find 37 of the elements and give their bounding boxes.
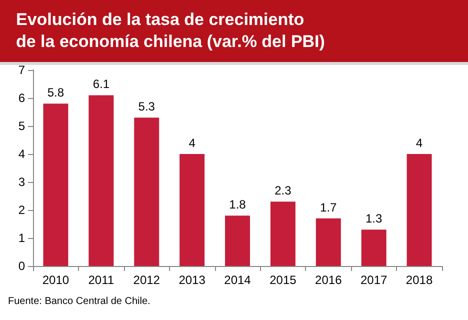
data-label: 4 — [188, 136, 196, 150]
x-tick-label: 2011 — [88, 273, 114, 287]
data-label: 5.8 — [47, 86, 64, 100]
bar — [270, 202, 296, 266]
data-label: 2.3 — [274, 184, 292, 198]
bar — [134, 118, 160, 266]
x-tick-label: 2016 — [315, 273, 342, 287]
x-tick-label: 2017 — [360, 273, 388, 287]
x-tick-label: 2014 — [224, 273, 252, 287]
bar — [180, 154, 205, 266]
bar — [316, 218, 341, 266]
x-tick-label: 2015 — [270, 273, 297, 287]
data-label: 1.7 — [320, 200, 338, 214]
y-tick-label: 1 — [18, 231, 26, 245]
y-tick-label: 2 — [18, 203, 26, 217]
chart-title: Evolución de la tasa de crecimiento de la economía chilena (var.% del PBI) — [16, 9, 326, 53]
y-tick-label: 7 — [18, 63, 26, 77]
y-tick-label: 3 — [18, 175, 26, 189]
data-label: 4 — [416, 136, 423, 150]
source-note: Fuente: Banco Central de Chile. — [8, 296, 150, 307]
bar — [43, 104, 68, 266]
y-tick-label: 0 — [18, 259, 26, 273]
data-label: 6.1 — [92, 77, 110, 92]
y-tick-label: 4 — [18, 147, 26, 161]
y-tick-label: 5 — [18, 119, 26, 133]
bar — [88, 95, 114, 266]
data-label: 1.8 — [229, 198, 246, 212]
data-label: 1.3 — [365, 212, 382, 226]
bar — [225, 216, 250, 266]
x-tick-label: 2010 — [42, 273, 70, 287]
x-tick-label: 2018 — [406, 273, 433, 287]
x-tick-label: 2012 — [133, 273, 160, 287]
data-label: 5.3 — [138, 100, 156, 114]
bar — [361, 230, 386, 266]
x-tick-label: 2013 — [178, 273, 206, 287]
y-tick-label: 6 — [18, 91, 26, 105]
bar — [406, 154, 432, 266]
